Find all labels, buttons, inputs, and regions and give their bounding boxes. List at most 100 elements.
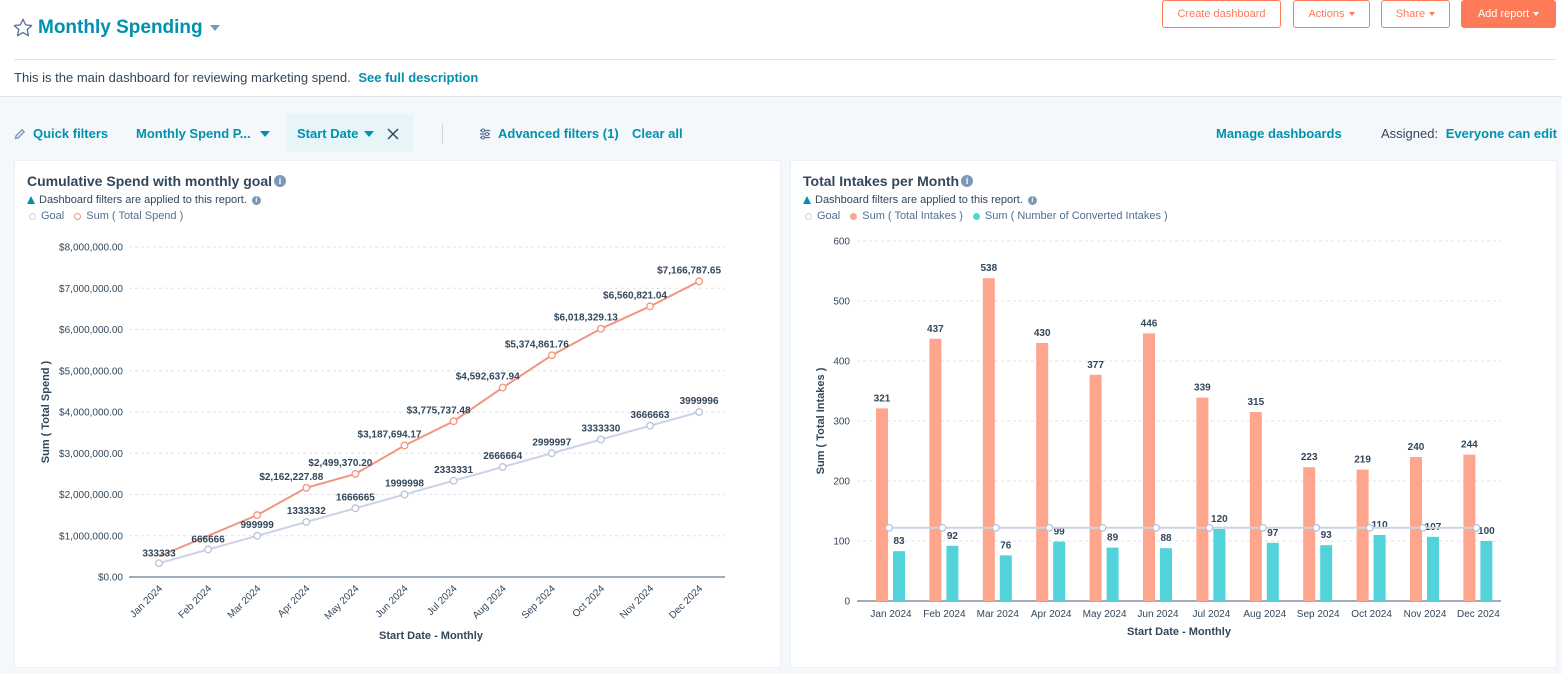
goal-point	[1472, 523, 1481, 532]
total-intakes-bar	[1249, 412, 1262, 601]
share-button[interactable]: Share	[1381, 0, 1450, 28]
legend-item-goal[interactable]: Goal	[805, 210, 840, 222]
y-tick-label: $7,000,000.00	[59, 284, 123, 295]
close-icon[interactable]	[387, 127, 399, 140]
total-intakes-data-label: 223	[1301, 452, 1318, 463]
y-tick-label: 100	[833, 537, 850, 548]
sliders-icon	[480, 128, 490, 139]
quick-filters-label: Quick filters	[33, 126, 109, 141]
total-intakes-bar	[1356, 469, 1369, 601]
info-icon[interactable]: i	[251, 195, 261, 205]
total-spend-point	[253, 511, 262, 520]
title-row: Monthly Spending	[12, 14, 220, 42]
goal-point	[1312, 523, 1321, 532]
goal-point	[1419, 523, 1427, 532]
chevron-down-icon[interactable]	[209, 25, 220, 31]
y-tick-label: $4,000,000.00	[59, 408, 123, 419]
legend-label: Goal	[817, 210, 841, 222]
legend-marker	[29, 212, 36, 220]
dashboard-title[interactable]: Monthly Spending	[38, 17, 203, 38]
add-report-button[interactable]: Add report	[1461, 0, 1556, 28]
total-spend-point	[646, 302, 654, 311]
goal-point	[938, 523, 947, 532]
dashboard-header: Monthly Spending Create dashboard Action…	[0, 0, 1562, 96]
total-intakes-data-label: 538	[980, 263, 997, 274]
x-tick-label: Jul 2024	[425, 583, 460, 618]
goal-point	[1205, 523, 1214, 532]
clear-all-link[interactable]: Clear all	[632, 126, 683, 141]
x-tick-label: Oct 2024	[1351, 609, 1392, 620]
goal-point	[695, 408, 704, 416]
filter-notice: Dashboard filters are applied to this re…	[27, 194, 261, 206]
total-intakes-data-label: 244	[1461, 440, 1478, 451]
goal-point	[596, 435, 605, 444]
goal-point	[253, 531, 262, 540]
total-intakes-data-label: 339	[1194, 383, 1211, 394]
x-tick-label: Jul 2024	[1192, 609, 1230, 620]
total-intakes-data-label: 430	[1034, 328, 1051, 339]
total-spend-line	[158, 280, 700, 558]
goal-data-label: 333333	[142, 548, 176, 559]
total-intakes-data-label: 377	[1087, 360, 1104, 371]
manage-dashboards-link[interactable]: Manage dashboards	[1216, 126, 1342, 141]
info-icon[interactable]: i	[274, 175, 287, 187]
dashboard-description: This is the main dashboard for reviewing…	[14, 70, 478, 85]
monthly-spend-filter[interactable]: Monthly Spend P...	[136, 126, 270, 141]
y-tick-label: $6,000,000.00	[59, 325, 123, 336]
total-spend-point	[400, 441, 409, 450]
legend-item-total-intakes[interactable]: Sum ( Total Intakes )	[850, 210, 963, 222]
total-intakes-data-label: 219	[1354, 455, 1371, 466]
goal-data-label: 2666664	[483, 451, 522, 462]
create-dashboard-button[interactable]: Create dashboard	[1162, 0, 1281, 28]
total-spend-point	[695, 277, 704, 286]
x-tick-label: Jan 2024	[128, 583, 165, 620]
converted-intakes-bar	[1053, 541, 1066, 601]
total-intakes-bar	[1143, 333, 1155, 601]
total-intakes-bar	[929, 338, 942, 601]
chevron-down-icon	[1533, 12, 1540, 16]
total-spend-data-label: $7,166,787.65	[657, 265, 721, 276]
x-tick-label: Nov 2024	[618, 583, 656, 621]
star-icon[interactable]	[12, 17, 34, 39]
info-icon[interactable]: i	[961, 175, 974, 187]
legend-item-goal[interactable]: Goal	[29, 210, 64, 222]
y-tick-label: 400	[833, 357, 850, 368]
total-spend-point	[547, 351, 556, 360]
legend-label: Sum ( Total Intakes )	[862, 210, 963, 222]
converted-intakes-bar	[1427, 536, 1439, 601]
x-axis-title: Start Date - Monthly	[1127, 626, 1232, 638]
total-spend-point	[302, 483, 311, 492]
advanced-filters-button[interactable]: Advanced filters (1)	[479, 126, 619, 141]
card-title: Total Intakes per Month i	[803, 173, 974, 189]
goal-point	[1365, 523, 1374, 532]
goal-point	[885, 523, 893, 532]
quick-filters-button[interactable]: Quick filters	[14, 126, 108, 141]
chevron-down-icon	[1348, 12, 1355, 16]
actions-button[interactable]: Actions	[1293, 0, 1370, 28]
goal-data-label: 999999	[241, 520, 275, 531]
x-tick-label: Sep 2024	[520, 583, 558, 621]
x-tick-label: Mar 2024	[226, 583, 264, 621]
converted-intakes-bar	[1266, 542, 1279, 601]
goal-data-label: 3333330	[581, 424, 620, 435]
see-full-description-link[interactable]: See full description	[358, 70, 479, 85]
converted-intakes-data-label: 110	[1372, 520, 1389, 531]
chart-legend: Goal Sum ( Total Spend )	[29, 210, 193, 222]
goal-point	[449, 476, 458, 485]
converted-intakes-bar	[946, 545, 959, 601]
info-icon[interactable]: i	[1027, 195, 1037, 205]
total-spend-point	[351, 469, 360, 478]
start-date-filter[interactable]: Start Date	[297, 126, 399, 141]
legend-item-converted-intakes[interactable]: Sum ( Number of Converted Intakes )	[972, 210, 1168, 222]
legend-item-total-spend[interactable]: Sum ( Total Spend )	[74, 210, 183, 222]
converted-intakes-bar	[1480, 541, 1493, 601]
clear-all-label: Clear all	[632, 126, 683, 141]
filter-notice-text: Dashboard filters are applied to this re…	[39, 194, 247, 206]
y-tick-label: $3,000,000.00	[59, 449, 123, 460]
y-axis-title: Sum ( Total Spend )	[40, 360, 52, 463]
x-tick-label: Aug 2024	[471, 583, 509, 621]
goal-point	[1152, 523, 1160, 532]
x-tick-label: Apr 2024	[1031, 609, 1072, 620]
goal-data-label: 666666	[191, 535, 225, 546]
assigned-value-link[interactable]: Everyone can edit	[1445, 126, 1557, 141]
